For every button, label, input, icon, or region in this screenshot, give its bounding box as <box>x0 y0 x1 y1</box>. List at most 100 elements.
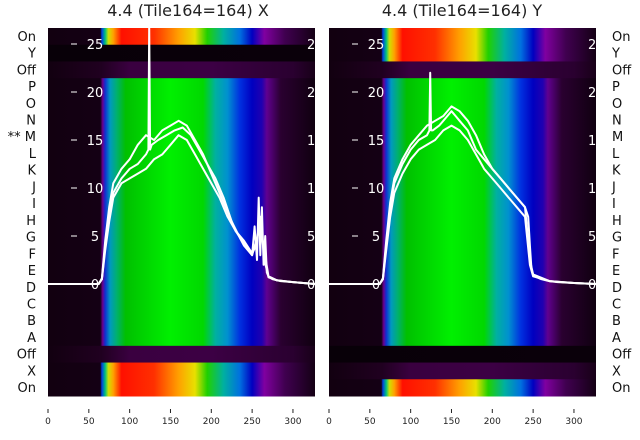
row-label: G <box>26 231 36 246</box>
row-label: E <box>28 264 36 279</box>
row-label: H <box>612 214 622 229</box>
heatmap-row <box>48 94 315 113</box>
overlay-line-profile-2 <box>48 134 315 285</box>
row-label: O <box>26 97 36 112</box>
x-tick-label: 300 <box>284 417 301 427</box>
heatmap-row <box>48 44 315 62</box>
heatmap-row <box>329 61 596 79</box>
heatmap-row <box>48 379 315 397</box>
overlay-y-tick-label: 15 <box>368 134 385 149</box>
heatmap-row <box>329 145 596 163</box>
row-label: C <box>612 298 621 313</box>
x-tick-label: 0 <box>45 417 51 427</box>
heatmap-row <box>329 278 596 297</box>
overlay-y-tick-label-right: 0 <box>307 278 315 293</box>
heatmap-row <box>48 28 315 46</box>
overlay-y-tick-label-right: 20 <box>588 86 605 101</box>
row-label: D <box>26 281 36 296</box>
heatmap-row <box>329 262 596 280</box>
overlay-y-tick-label-right: 10 <box>588 182 605 197</box>
x-tick-label: 50 <box>83 417 95 427</box>
heatmap-row <box>48 295 315 313</box>
row-label: O <box>612 97 622 112</box>
heatmap-row <box>48 262 315 280</box>
heatmap-row <box>48 78 315 96</box>
overlay-y-tick-label-right: 10 <box>307 182 324 197</box>
heatmap-row <box>48 228 315 246</box>
heatmap-row <box>329 44 596 62</box>
row-label: ** M <box>8 130 36 145</box>
x-tick-label: 100 <box>402 417 419 427</box>
heatmap-row <box>329 128 596 146</box>
heatmap-row <box>329 161 596 180</box>
row-label: K <box>27 164 36 179</box>
heatmap-row <box>48 245 315 263</box>
overlay-line-profile-3 <box>329 105 596 285</box>
heatmap-row <box>329 78 596 96</box>
heatmap-row <box>329 94 596 113</box>
heatmap-row <box>48 161 315 180</box>
row-label: X <box>27 364 36 379</box>
row-label: I <box>612 197 616 212</box>
overlay-y-tick-label: 10 <box>87 182 104 197</box>
row-label: On <box>612 381 630 396</box>
overlay-y-tick-label: 20 <box>368 86 385 101</box>
overlay-y-tick-label-right: 20 <box>307 86 324 101</box>
row-label: B <box>27 314 36 329</box>
row-label: J <box>31 180 36 195</box>
row-label: A <box>612 331 621 346</box>
heatmap-row <box>48 312 315 330</box>
heatmap-row <box>329 111 596 129</box>
row-label: Off <box>17 63 37 78</box>
row-label: Y <box>27 47 36 62</box>
heatmap-row <box>48 195 315 213</box>
row-label: Off <box>17 348 37 363</box>
x-tick-label: 300 <box>565 417 582 427</box>
heatmap-row <box>329 345 596 364</box>
heatmap-row <box>48 345 315 364</box>
x-tick-label: 200 <box>484 417 501 427</box>
row-label: E <box>612 264 620 279</box>
x-tick-label: 100 <box>121 417 138 427</box>
row-label: On <box>612 30 630 45</box>
row-label: F <box>29 247 36 262</box>
overlay-y-tick-label: 5 <box>372 230 380 245</box>
row-label: N <box>612 114 622 129</box>
heatmap-row <box>48 111 315 129</box>
row-label: L <box>612 147 620 162</box>
overlay-y-tick-label: 0 <box>91 278 99 293</box>
x-tick-label: 250 <box>525 417 542 427</box>
row-label: H <box>26 214 36 229</box>
heatmap-row <box>48 362 315 380</box>
heatmap-row <box>48 212 315 230</box>
overlay-y-tick-label: 5 <box>91 230 99 245</box>
overlay-y-tick-label-right: 0 <box>588 278 596 293</box>
heatmap-row <box>329 228 596 246</box>
row-label: N <box>26 114 36 129</box>
row-label: C <box>27 298 36 313</box>
heatmap-row <box>329 295 596 313</box>
overlay-y-tick-label-right: 15 <box>307 134 324 149</box>
row-label: L <box>29 147 37 162</box>
row-label: M <box>612 130 623 145</box>
overlay-line-profile-3 <box>48 119 315 285</box>
row-label: Off <box>612 348 632 363</box>
overlay-y-tick-label-right: 15 <box>588 134 605 149</box>
overlay-y-tick-label: 0 <box>372 278 380 293</box>
row-label: K <box>612 164 621 179</box>
overlay-y-tick-label: 15 <box>87 134 104 149</box>
x-tick-label: 200 <box>203 417 220 427</box>
heatmap-row <box>48 278 315 297</box>
row-label: J <box>611 180 616 195</box>
heatmap-row <box>48 145 315 163</box>
row-label: G <box>612 231 622 246</box>
overlay-y-tick-label-right: 5 <box>307 230 315 245</box>
overlay-y-tick-label-right: 25 <box>588 38 605 53</box>
right-chart-title: 4.4 (Tile164=164) Y <box>382 1 543 20</box>
heatmap-row <box>329 195 596 213</box>
heatmap-row <box>329 312 596 330</box>
overlay-y-tick-label-right: 25 <box>307 38 324 53</box>
